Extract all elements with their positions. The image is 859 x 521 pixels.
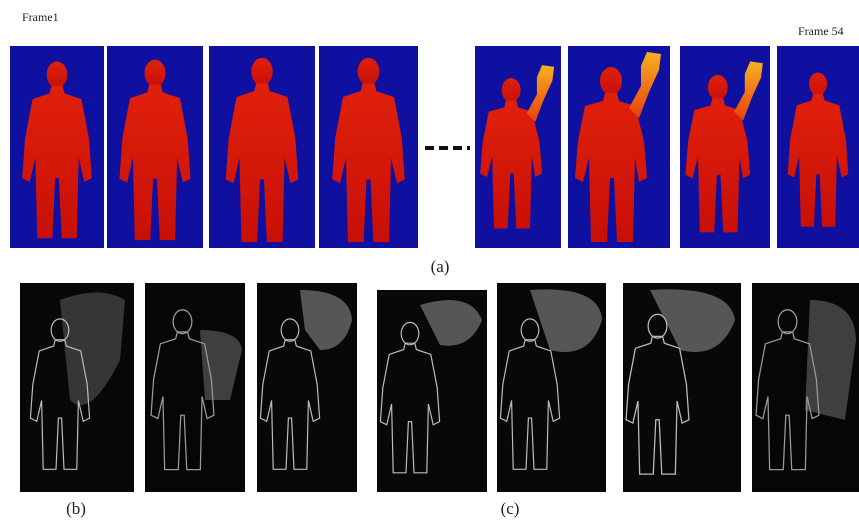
depth-frames (10, 46, 859, 248)
motion-frame (145, 283, 245, 492)
depth-frame (777, 46, 859, 248)
depth-frame (319, 46, 418, 248)
caption-label: (b) (66, 499, 86, 518)
depth-frame (10, 46, 104, 248)
depth-frame (568, 46, 670, 248)
depth-frame (107, 46, 203, 248)
motion-frame (497, 283, 606, 492)
motion-frame (377, 290, 487, 492)
caption-label: (a) (431, 257, 450, 276)
motion-frame (257, 283, 357, 492)
frame-label: Frame 54 (798, 24, 844, 38)
motion-frame (20, 283, 134, 492)
caption-label: (c) (501, 499, 520, 518)
motion-frame (752, 283, 859, 492)
depth-frame (209, 46, 315, 248)
motion-frames (20, 283, 859, 492)
figure: Frame1 Frame 54 (a) (b) (c) (0, 0, 859, 521)
depth-frame (680, 46, 770, 248)
frame-label: Frame1 (22, 10, 59, 24)
motion-frame (623, 283, 741, 492)
depth-frame (475, 46, 561, 248)
